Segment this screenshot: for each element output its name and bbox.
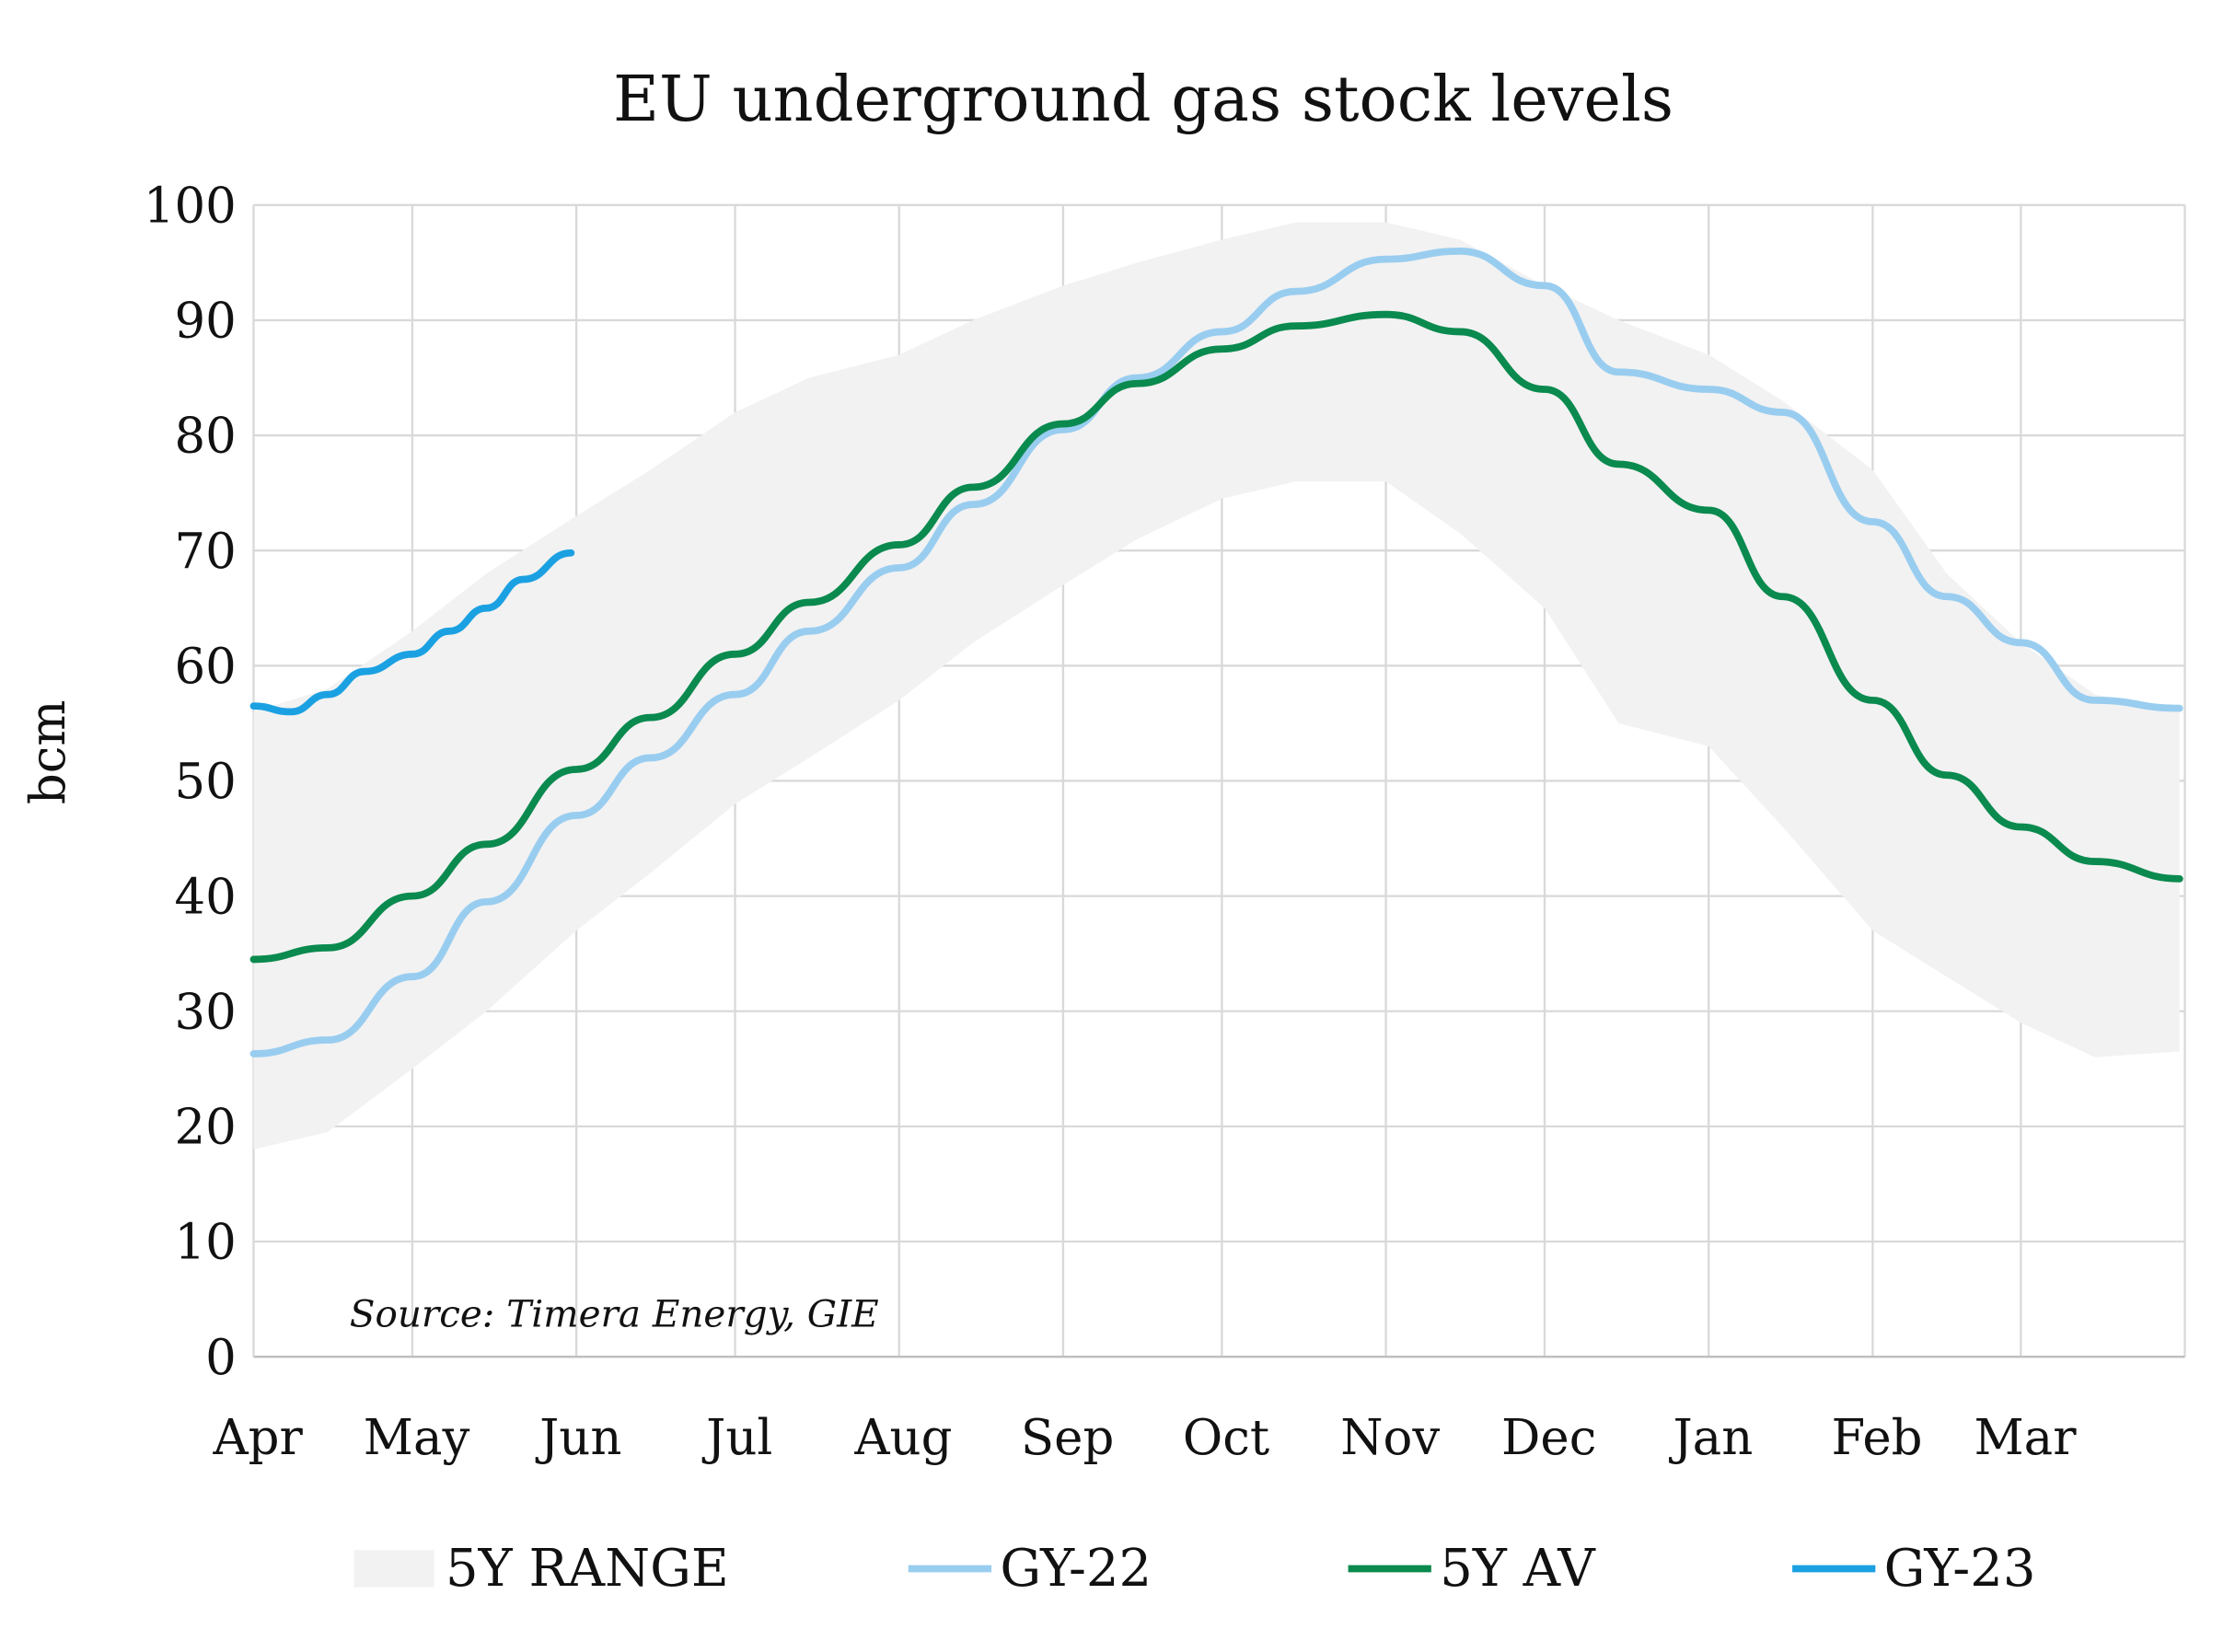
legend-label: 5Y RANGE <box>446 1539 729 1599</box>
y-tick-label: 90 <box>174 294 236 350</box>
x-tick-label: Aug <box>853 1410 952 1466</box>
legend-swatch <box>353 1550 434 1588</box>
x-tick-label: May <box>364 1410 470 1466</box>
x-tick-label: Apr <box>212 1410 303 1466</box>
y-axis-label: bcm <box>20 700 76 805</box>
x-tick-label: Nov <box>1340 1410 1440 1466</box>
y-tick-label: 40 <box>174 869 236 925</box>
x-tick-label: Jul <box>701 1410 772 1466</box>
chart-title: EU underground gas stock levels <box>613 63 1673 136</box>
legend-label: GY-22 <box>1000 1539 1152 1599</box>
y-tick-label: 50 <box>174 754 236 810</box>
series-line-gy-22 <box>249 247 2183 1057</box>
x-tick-label: Dec <box>1501 1410 1596 1466</box>
y-tick-label: 60 <box>174 639 236 695</box>
y-tick-label: 80 <box>174 409 236 465</box>
series-line-gy-23 <box>249 549 575 716</box>
y-tick-label: 100 <box>144 178 237 234</box>
y-tick-label: 70 <box>174 524 236 580</box>
5y-range-area <box>253 222 2180 1149</box>
x-tick-label: Jun <box>535 1410 621 1466</box>
legend-item: GY-23 <box>1792 1539 2035 1599</box>
legend-item: 5Y AV <box>1348 1539 1596 1599</box>
x-tick-label: Mar <box>1974 1410 2077 1466</box>
legend-label: 5Y AV <box>1440 1539 1596 1599</box>
legend-item: GY-22 <box>908 1539 1152 1599</box>
x-tick-label: Sep <box>1021 1410 1114 1466</box>
source-annotation: Source: Timera Energy, GIE <box>350 1291 879 1335</box>
series-line-5y-av <box>249 310 2183 964</box>
y-tick-label: 0 <box>205 1330 237 1386</box>
legend-label: GY-23 <box>1884 1539 2036 1599</box>
x-tick-label: Feb <box>1832 1410 1923 1466</box>
x-tick-label: Oct <box>1183 1410 1269 1466</box>
y-tick-label: 10 <box>174 1215 236 1271</box>
x-tick-label: Jan <box>1668 1410 1753 1466</box>
legend-item: 5Y RANGE <box>353 1539 729 1599</box>
y-tick-label: 20 <box>174 1100 236 1156</box>
y-tick-label: 30 <box>174 984 236 1040</box>
